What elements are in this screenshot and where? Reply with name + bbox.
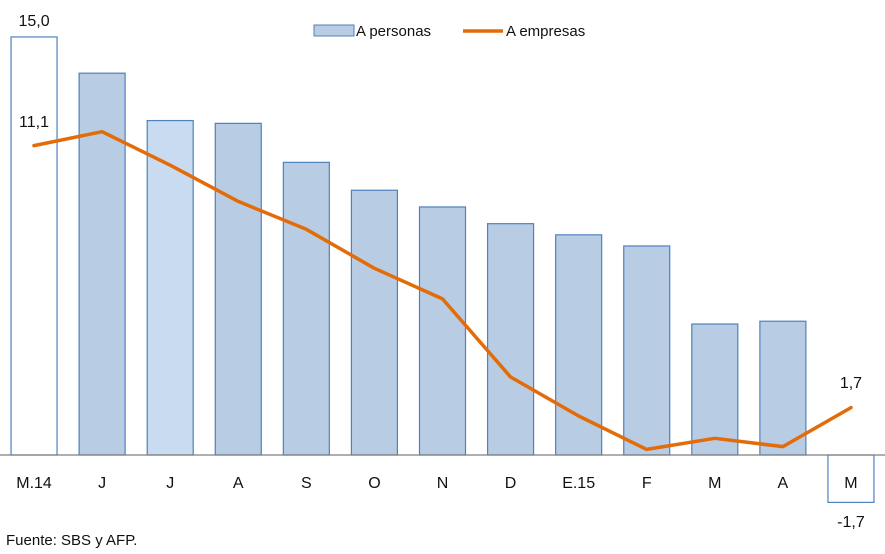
bar-3 — [214, 122, 262, 456]
series-line-a-empresas — [32, 129, 853, 452]
x-tick-label-3: A — [233, 475, 244, 492]
bar-10 — [691, 323, 739, 456]
bars-layer — [10, 36, 875, 503]
x-tick-label-5: O — [368, 475, 380, 492]
legend-swatch-a-personas — [313, 24, 355, 37]
x-tick-label-8: E.15 — [562, 475, 595, 492]
bar-0 — [10, 36, 58, 456]
data-label-3: -1,7 — [837, 514, 865, 530]
legend-label-a-empresas: A empresas — [506, 23, 585, 40]
x-tick-label-2: J — [166, 475, 174, 492]
x-tick-label-10: M — [708, 475, 721, 492]
legend-label-a-personas: A personas — [356, 23, 431, 40]
data-label-2: 1,7 — [840, 375, 862, 392]
bar-9 — [623, 245, 671, 456]
x-tick-label-9: F — [642, 475, 652, 492]
chart: M.14 J J A S O N D E.15 F M A M 15,0 11,1 1,7 -1,7 A per… — [0, 13, 885, 530]
bar-2 — [146, 119, 194, 456]
source-note: Fuente: SBS y AFP. — [6, 532, 138, 549]
labels-layer: M.14 J J A S O N D E.15 F M A M 15,0 11,1 1,7 -1,7 — [16, 13, 865, 530]
x-tick-label-11: A — [778, 475, 789, 492]
x-tick-label-12: M — [844, 475, 857, 492]
legend: A personas A empresas — [313, 23, 585, 40]
bar-1 — [78, 72, 126, 456]
bar-5 — [350, 189, 399, 456]
x-tick-label-0: M.14 — [16, 475, 52, 492]
data-label-0: 15,0 — [18, 13, 49, 30]
bar-7 — [486, 223, 535, 456]
x-tick-label-7: D — [505, 475, 517, 492]
bar-6 — [418, 206, 467, 456]
x-tick-label-6: N — [437, 475, 449, 492]
x-tick-label-1: J — [98, 475, 106, 492]
bar-11 — [759, 320, 807, 456]
bar-8 — [555, 234, 603, 456]
data-label-1: 11,1 — [19, 114, 49, 131]
x-tick-label-4: S — [301, 475, 312, 492]
bar-4 — [282, 161, 330, 456]
